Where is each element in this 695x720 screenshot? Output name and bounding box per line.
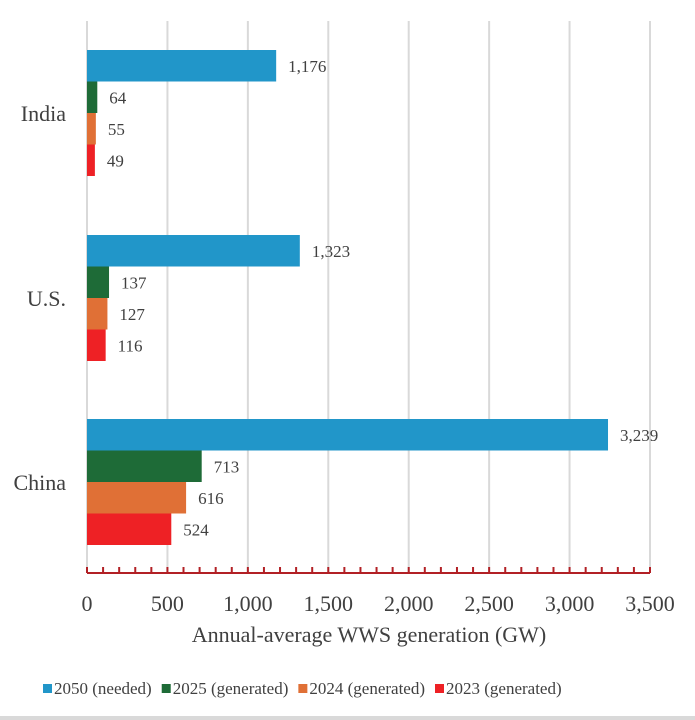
data-label: 49 (107, 151, 124, 170)
x-tick-labels: 0 500 1,000 1,500 2,000 2,500 3,000 3,500 (82, 591, 675, 616)
data-label: 713 (214, 457, 240, 476)
bar (87, 329, 106, 361)
x-tick-label: 3,000 (545, 591, 595, 616)
category-labels: India U.S. China (13, 101, 66, 495)
data-label: 3,239 (620, 426, 658, 445)
category-label: U.S. (27, 286, 66, 311)
legend-label: 2024 (generated) (309, 679, 425, 698)
bar (87, 50, 277, 82)
legend-label: 2023 (generated) (446, 679, 562, 698)
x-tick-label: 2,500 (464, 591, 514, 616)
x-tick-label: 3,500 (625, 591, 675, 616)
x-tick-label: 1,000 (223, 591, 273, 616)
bottom-border (0, 716, 695, 720)
data-label: 116 (118, 336, 143, 355)
legend-label: 2025 (generated) (173, 679, 289, 698)
bar (87, 266, 110, 298)
legend-swatch (435, 684, 444, 693)
data-label: 137 (121, 273, 147, 292)
data-labels: 1,176 64 55 49 1,323 137 127 116 3,239 713 616 524 (107, 57, 658, 540)
bar (87, 235, 300, 267)
bar (87, 81, 98, 113)
data-label: 127 (119, 305, 145, 324)
legend: 2050 (needed) 2025 (generated) 2024 (gener… (43, 679, 562, 698)
bar (87, 298, 108, 330)
data-label: 64 (109, 88, 127, 107)
legend-swatch (161, 684, 171, 693)
x-tick-label: 500 (151, 591, 184, 616)
bar (87, 482, 187, 514)
x-axis (86, 567, 651, 574)
bar (87, 513, 172, 545)
gridlines (86, 21, 651, 573)
category-label: India (21, 101, 66, 126)
data-label: 616 (198, 489, 224, 508)
x-tick-label: 1,500 (304, 591, 354, 616)
legend-swatch (43, 684, 52, 693)
data-label: 1,323 (312, 242, 350, 261)
legend-swatch (298, 684, 308, 693)
bar (87, 113, 96, 145)
legend-label: 2050 (needed) (54, 679, 152, 698)
x-tick-label: 0 (82, 591, 93, 616)
bar (87, 144, 95, 176)
data-label: 1,176 (288, 57, 326, 76)
x-tick-label: 2,000 (384, 591, 434, 616)
data-label: 55 (108, 120, 125, 139)
bar (87, 419, 609, 451)
bars (87, 50, 609, 545)
category-label: China (13, 470, 66, 495)
bar (87, 450, 202, 482)
data-label: 524 (183, 520, 209, 539)
x-axis-title: Annual-average WWS generation (GW) (192, 622, 547, 647)
